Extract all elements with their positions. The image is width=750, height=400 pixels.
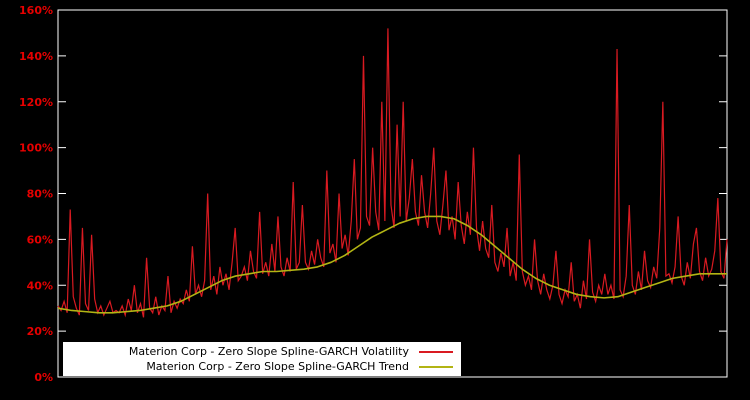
y-axis-tick-label: 80%	[27, 188, 53, 201]
y-axis-tick-label: 20%	[27, 325, 53, 338]
legend-row-trend: Materion Corp - Zero Slope Spline-GARCH …	[65, 359, 453, 374]
legend-row-volatility: Materion Corp - Zero Slope Spline-GARCH …	[65, 344, 453, 359]
legend-label-volatility: Materion Corp - Zero Slope Spline-GARCH …	[128, 345, 409, 358]
legend-sample-line-volatility	[419, 350, 453, 353]
volatility-line	[57, 28, 728, 318]
plot-frame	[57, 9, 728, 378]
legend: Materion Corp - Zero Slope Spline-GARCH …	[63, 342, 461, 376]
y-axis-tick-label: 0%	[34, 371, 53, 384]
y-axis-tick-label: 160%	[19, 4, 53, 17]
y-axis-tick-label: 140%	[19, 50, 53, 63]
y-axis-tick-label: 120%	[19, 96, 53, 109]
y-axis-tick-label: 40%	[27, 279, 53, 292]
legend-label-trend: Materion Corp - Zero Slope Spline-GARCH …	[146, 360, 409, 373]
y-axis-tick-label: 60%	[27, 233, 53, 246]
y-axis-tick-label: 100%	[19, 142, 53, 155]
legend-sample-line-trend	[419, 365, 453, 368]
trend-line	[57, 215, 727, 314]
